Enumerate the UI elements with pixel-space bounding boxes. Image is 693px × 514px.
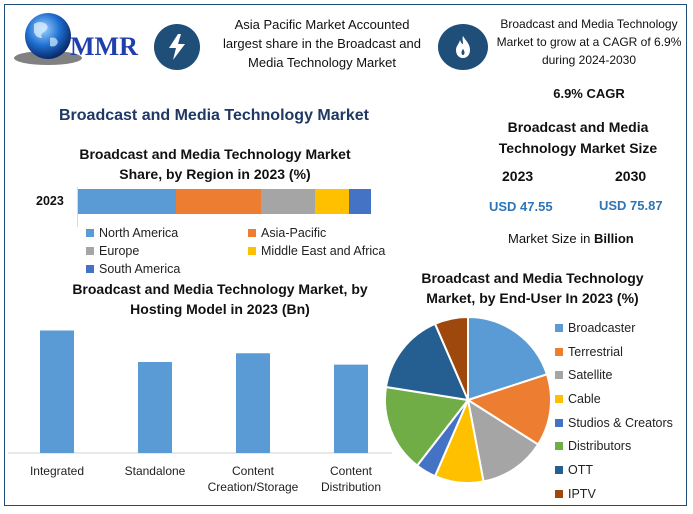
region-bar-segment-europe	[261, 189, 316, 214]
market-size-value-2023: USD 47.55	[489, 199, 553, 214]
legend-label: Europe	[99, 244, 140, 258]
enduser-legend: Broadcaster Terrestrial Satellite Cable Stud…	[555, 316, 690, 506]
region-stacked-bar	[78, 189, 371, 214]
enduser-pie-chart	[384, 315, 552, 484]
hosting-tick-label: Content	[330, 464, 373, 478]
infographic-frame	[4, 4, 687, 506]
region-legend-item-asia-pacific: Asia-Pacific	[248, 226, 326, 240]
pie-slice-satellite	[466, 397, 540, 483]
legend-swatch	[248, 229, 256, 237]
region-category-label: 2023	[36, 194, 64, 208]
legend-label: North America	[99, 226, 179, 240]
pie-slice-terrestrial	[465, 373, 552, 446]
legend-swatch	[555, 323, 563, 332]
legend-label: Distributors	[568, 439, 632, 454]
legend-swatch	[86, 265, 94, 273]
pie-slice-broadcaster	[467, 315, 549, 402]
enduser-legend-item-terrestrial: Terrestrial	[555, 340, 690, 364]
pie-slice-iptv	[433, 315, 469, 401]
highlight-cagr: Broadcast and Media Technology Market to…	[496, 17, 682, 67]
market-size-note-unit: Billion	[593, 231, 634, 246]
cagr-label: 6.9% CAGR	[553, 86, 625, 101]
globe-icon	[14, 13, 82, 65]
pie-slice-ott	[384, 322, 470, 402]
enduser-legend-item-satellite: Satellite	[555, 363, 690, 387]
region-bar-segment-asia-pacific	[176, 189, 262, 214]
enduser-legend-item-cable: Cable	[555, 387, 690, 411]
legend-swatch	[555, 442, 563, 451]
legend-swatch	[86, 247, 94, 255]
legend-swatch	[555, 347, 563, 356]
region-legend-item-south-america: South America	[86, 262, 180, 276]
region-bar-segment-middle-east-and-africa	[315, 189, 349, 214]
legend-swatch	[555, 394, 563, 403]
legend-label: Terrestrial	[568, 344, 623, 359]
main-title: Broadcast and Media Technology Market	[59, 107, 369, 124]
enduser-legend-item-ott: OTT	[555, 458, 690, 482]
legend-label: Cable	[568, 391, 601, 406]
enduser-legend-item-distributors: Distributors	[555, 434, 690, 458]
hosting-tick-label: Standalone	[125, 464, 186, 478]
legend-swatch	[555, 465, 563, 474]
hosting-bar-content-creation-storage	[236, 353, 270, 453]
flame-icon	[438, 24, 488, 70]
region-legend-item-north-america: North America	[86, 226, 178, 240]
hosting-bar-standalone	[138, 362, 172, 453]
mmr-logo: MMR	[12, 10, 142, 70]
legend-swatch	[555, 371, 563, 380]
region-legend-item-europe: Europe	[86, 244, 139, 258]
hosting-bar-chart: Integrated Standalone Content Creation/Stor…	[8, 330, 392, 494]
legend-label: Middle East and Africa	[261, 244, 386, 258]
market-size-value-2030: USD 75.87	[599, 198, 663, 213]
market-size-year-2023: 2023	[502, 168, 534, 184]
enduser-legend-item-broadcaster: Broadcaster	[555, 316, 690, 340]
market-size-title: Broadcast and Media Technology Market Si…	[498, 119, 658, 156]
enduser-legend-item-iptv: IPTV	[555, 482, 690, 506]
hosting-bar-content-distribution	[334, 364, 368, 453]
market-size-year-2030: 2030	[615, 168, 647, 184]
market-size-note: Market Size in Billion	[508, 231, 634, 246]
region-legend: North America Asia-Pacific Europe Middle Ea…	[86, 226, 396, 278]
legend-label: IPTV	[568, 486, 596, 501]
hosting-chart-title: Broadcast and Media Technology Market, b…	[72, 281, 368, 317]
brand-name: MMR	[70, 32, 138, 61]
hosting-tick-label: Content	[232, 464, 275, 478]
region-legend-item-middle-east-and-africa: Middle East and Africa	[248, 244, 385, 258]
hosting-tick-label: Distribution	[321, 480, 381, 494]
legend-label: South America	[99, 262, 181, 276]
hosting-tick-label: Integrated	[30, 464, 84, 478]
legend-label: Satellite	[568, 368, 613, 383]
hosting-tick-label: Creation/Storage	[208, 480, 299, 494]
legend-label: Studios & Creators	[568, 415, 673, 430]
region-bar-segment-south-america	[349, 189, 371, 214]
hosting-bar-integrated	[40, 330, 74, 453]
highlight-asia-pacific: Asia Pacific Market Accounted largest sh…	[222, 17, 421, 70]
region-chart-title: Broadcast and Media Technology Market Sh…	[79, 146, 351, 182]
legend-label: OTT	[568, 462, 593, 477]
legend-label: Broadcaster	[568, 320, 636, 335]
market-size-note-prefix: Market Size in	[508, 231, 594, 246]
enduser-legend-item-studios-creators: Studios & Creators	[555, 411, 690, 435]
lightning-icon	[154, 24, 200, 70]
pie-slice-distributors	[384, 385, 470, 467]
region-bar-segment-north-america	[78, 189, 177, 214]
legend-swatch	[86, 229, 94, 237]
legend-swatch	[555, 489, 563, 498]
region-axis	[77, 187, 78, 227]
legend-swatch	[248, 247, 256, 255]
legend-label: Asia-Pacific	[261, 226, 327, 240]
enduser-chart-title: Broadcast and Media Technology Market, b…	[421, 270, 644, 306]
legend-swatch	[555, 418, 563, 427]
